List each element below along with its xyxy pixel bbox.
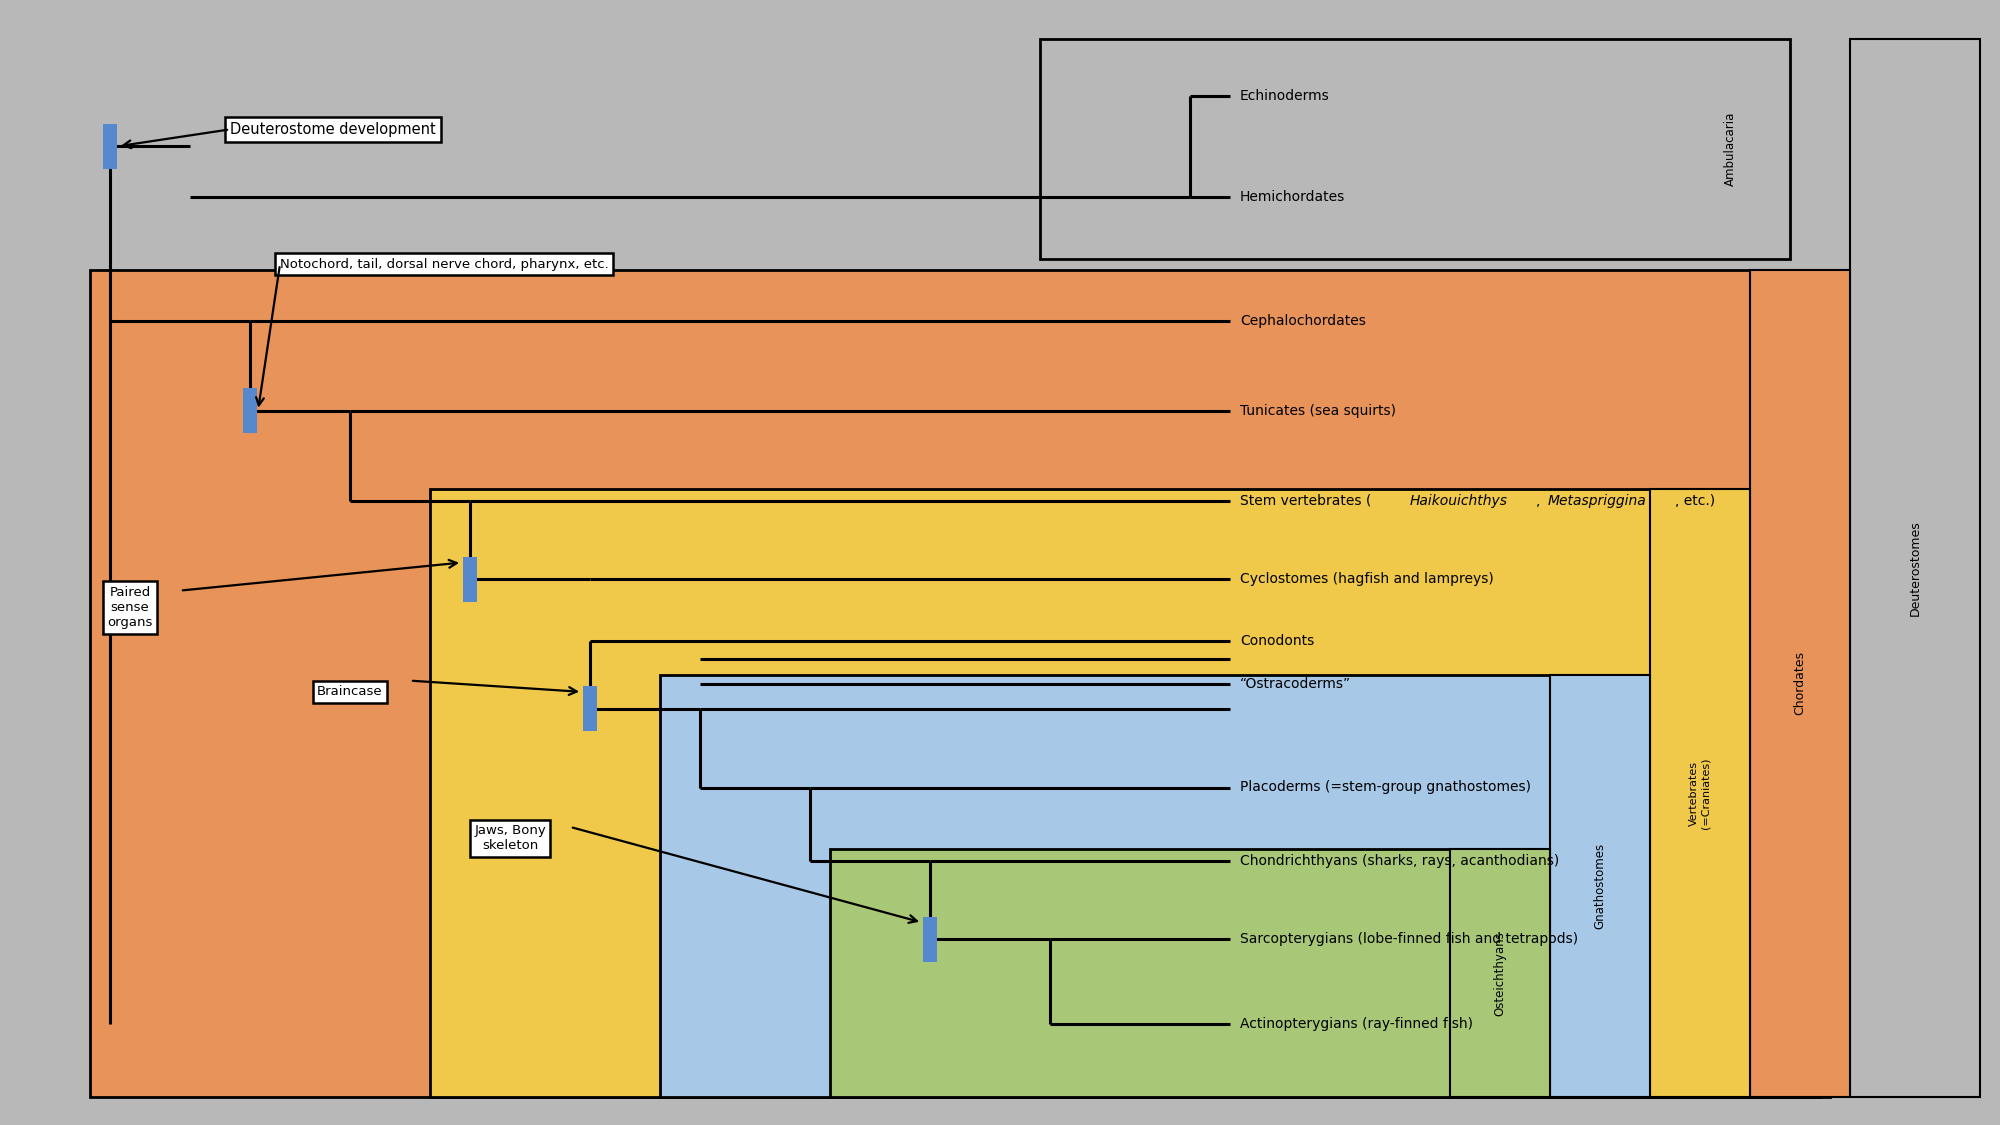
Text: Stem vertebrates (: Stem vertebrates ( xyxy=(1240,494,1372,507)
Text: Braincase: Braincase xyxy=(318,685,382,699)
Text: Chondrichthyans (sharks, rays, acanthodians): Chondrichthyans (sharks, rays, acanthodi… xyxy=(1240,854,1560,867)
Text: Cyclostomes (hagfish and lampreys): Cyclostomes (hagfish and lampreys) xyxy=(1240,573,1494,586)
Text: Deuterostome development: Deuterostome development xyxy=(230,122,436,137)
Text: “Ostracoderms”: “Ostracoderms” xyxy=(1240,677,1352,691)
Text: Jaws, Bony
skeleton: Jaws, Bony skeleton xyxy=(474,825,546,852)
Bar xyxy=(924,917,936,962)
Bar xyxy=(104,124,116,169)
Bar xyxy=(660,675,1800,1097)
Bar xyxy=(1650,489,1750,1097)
Text: Chordates: Chordates xyxy=(1794,651,1806,716)
Bar xyxy=(1850,39,1980,1097)
Text: Haikouichthys: Haikouichthys xyxy=(1410,494,1508,507)
Bar xyxy=(1750,270,1850,1097)
Text: Placoderms (=stem-group gnathostomes): Placoderms (=stem-group gnathostomes) xyxy=(1240,781,1532,794)
Text: Sarcopterygians (lobe-finned fish and tetrapods): Sarcopterygians (lobe-finned fish and te… xyxy=(1240,933,1578,946)
Text: Hemichordates: Hemichordates xyxy=(1240,190,1346,204)
Text: Ambulacaria: Ambulacaria xyxy=(1724,111,1736,187)
Bar xyxy=(1040,39,1790,259)
Bar xyxy=(1450,849,1550,1097)
Text: Notochord, tail, dorsal nerve chord, pharynx, etc.: Notochord, tail, dorsal nerve chord, pha… xyxy=(280,258,608,271)
Text: , etc.): , etc.) xyxy=(1674,494,1714,507)
Text: Osteichthyans: Osteichthyans xyxy=(1494,930,1506,1016)
Text: Conodonts: Conodonts xyxy=(1240,634,1314,648)
Text: Cephalochordates: Cephalochordates xyxy=(1240,314,1366,327)
Text: ,: , xyxy=(1536,494,1544,507)
Text: Paired
sense
organs: Paired sense organs xyxy=(108,586,152,629)
Bar xyxy=(90,270,1830,1097)
Bar xyxy=(830,849,1800,1097)
Text: Vertebrates
(=Craniates): Vertebrates (=Craniates) xyxy=(1690,757,1710,829)
Text: Tunicates (sea squirts): Tunicates (sea squirts) xyxy=(1240,404,1396,417)
Text: Gnathostomes: Gnathostomes xyxy=(1594,843,1606,929)
Text: Deuterostomes: Deuterostomes xyxy=(1908,520,1922,616)
Bar xyxy=(244,388,256,433)
Text: Metaspriggina: Metaspriggina xyxy=(1548,494,1646,507)
Text: Echinoderms: Echinoderms xyxy=(1240,89,1330,102)
Text: Actinopterygians (ray-finned fish): Actinopterygians (ray-finned fish) xyxy=(1240,1017,1472,1030)
Bar xyxy=(430,489,1820,1097)
Bar xyxy=(464,557,478,602)
Bar xyxy=(1550,675,1650,1097)
Bar xyxy=(584,686,596,731)
